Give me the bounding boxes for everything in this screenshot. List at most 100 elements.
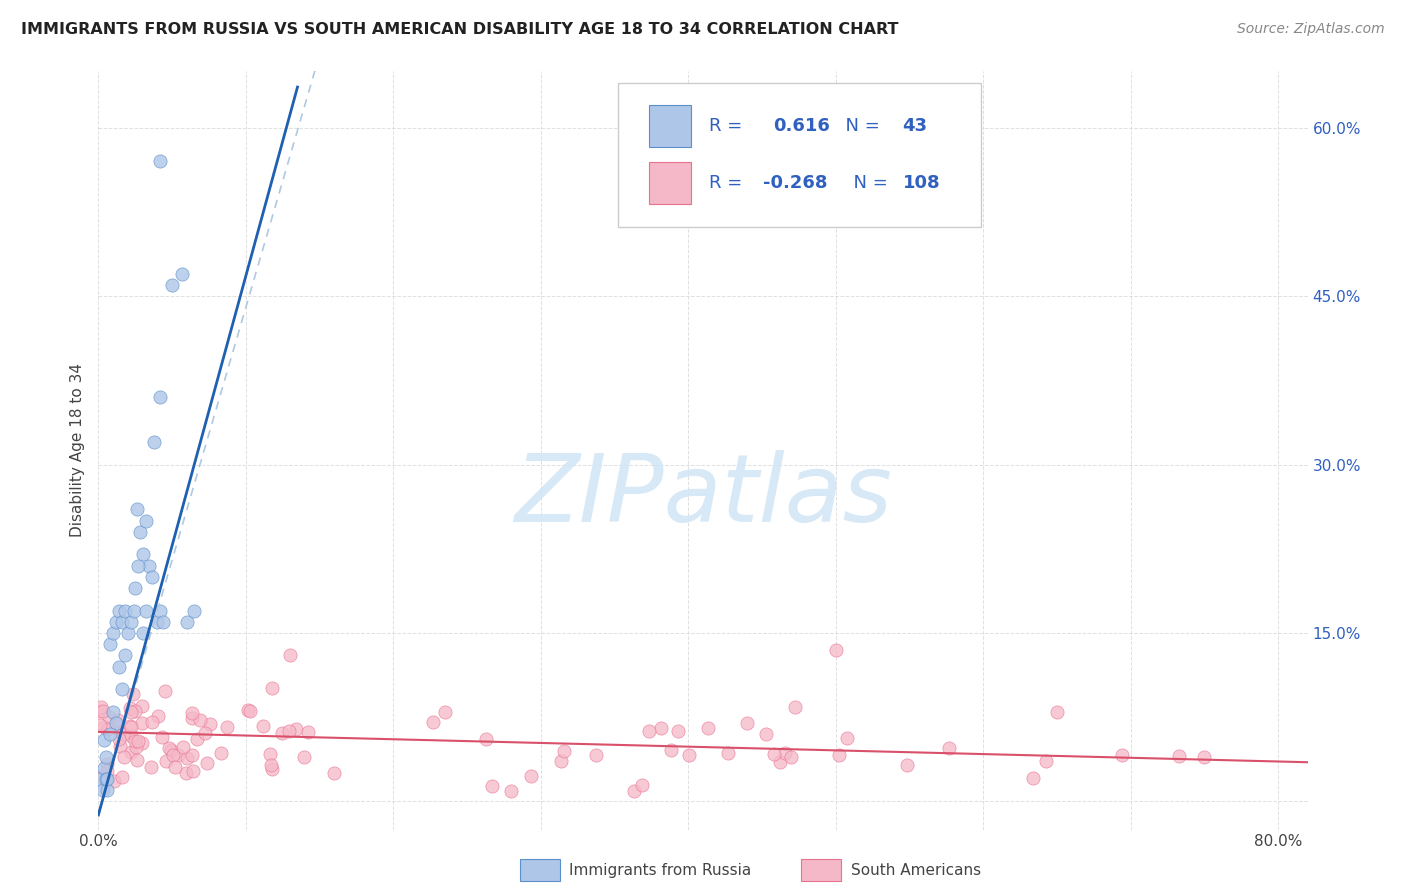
Point: [114, 749, 136, 764]
Point: [631, 779, 654, 793]
Point: [98, 637, 121, 651]
Point: [165, 760, 187, 774]
Point: [181, 706, 204, 721]
Point: [110, 770, 132, 784]
Point: [125, 740, 148, 755]
FancyBboxPatch shape: [648, 105, 690, 147]
Point: [128, 524, 150, 539]
Text: R =: R =: [709, 174, 748, 192]
Point: [108, 725, 131, 739]
Point: [183, 764, 205, 779]
Point: [550, 755, 572, 769]
Point: [91, 704, 114, 718]
Point: [783, 700, 806, 714]
Point: [149, 390, 172, 404]
Point: [146, 709, 169, 723]
Point: [769, 755, 792, 769]
Point: [89, 704, 111, 718]
Point: [181, 711, 204, 725]
Point: [176, 615, 198, 629]
Point: [117, 626, 139, 640]
Point: [105, 715, 128, 730]
Point: [90, 772, 112, 786]
Point: [93, 720, 115, 734]
Point: [131, 698, 153, 713]
Point: [297, 724, 319, 739]
Point: [107, 714, 129, 728]
Text: Source: ZipAtlas.com: Source: ZipAtlas.com: [1237, 22, 1385, 37]
Point: [167, 748, 190, 763]
Point: [259, 747, 281, 762]
Point: [481, 780, 503, 794]
Point: [666, 723, 689, 738]
Text: R =: R =: [709, 117, 754, 135]
Point: [1035, 754, 1057, 768]
Point: [160, 277, 183, 292]
Point: [120, 745, 142, 759]
Text: 108: 108: [903, 174, 941, 192]
Point: [152, 615, 174, 629]
Point: [585, 747, 607, 762]
Point: [143, 435, 166, 450]
Point: [120, 615, 142, 629]
Point: [98, 727, 121, 741]
Point: [773, 746, 796, 760]
Point: [501, 784, 523, 798]
Point: [160, 743, 183, 757]
Point: [519, 769, 541, 783]
Point: [780, 749, 803, 764]
Point: [108, 659, 131, 673]
Point: [737, 716, 759, 731]
Point: [153, 684, 176, 698]
Point: [1194, 749, 1216, 764]
Point: [135, 603, 157, 617]
Point: [188, 713, 211, 727]
Point: [195, 756, 218, 770]
Point: [252, 719, 274, 733]
Point: [217, 720, 239, 734]
Point: [108, 739, 131, 754]
Point: [262, 681, 284, 696]
Point: [149, 603, 172, 617]
Point: [98, 710, 121, 724]
Point: [122, 687, 145, 701]
Point: [93, 761, 115, 775]
Point: [96, 772, 118, 786]
Point: [623, 783, 645, 797]
Point: [260, 763, 283, 777]
Point: [122, 603, 145, 617]
Point: [278, 648, 301, 663]
Point: [120, 729, 142, 743]
Point: [824, 643, 846, 657]
Point: [124, 704, 146, 718]
Point: [717, 747, 740, 761]
Text: 0.616: 0.616: [773, 117, 830, 135]
Point: [236, 703, 259, 717]
Point: [94, 772, 117, 786]
Point: [271, 725, 294, 739]
Point: [131, 716, 153, 731]
Point: [141, 570, 163, 584]
Point: [90, 700, 112, 714]
Point: [277, 723, 299, 738]
Point: [90, 771, 112, 785]
Point: [835, 731, 858, 746]
Point: [141, 760, 163, 774]
Point: [101, 626, 124, 640]
Point: [194, 726, 217, 740]
Point: [285, 722, 308, 736]
Point: [659, 743, 682, 757]
Point: [1167, 748, 1189, 763]
Point: [553, 744, 575, 758]
Point: [650, 722, 672, 736]
Point: [141, 714, 163, 729]
Point: [131, 547, 153, 561]
Point: [131, 626, 153, 640]
FancyBboxPatch shape: [648, 162, 690, 204]
Point: [637, 724, 659, 739]
Point: [755, 727, 778, 741]
Point: [260, 757, 283, 772]
Point: [176, 765, 198, 780]
Point: [135, 514, 157, 528]
Point: [111, 682, 134, 697]
